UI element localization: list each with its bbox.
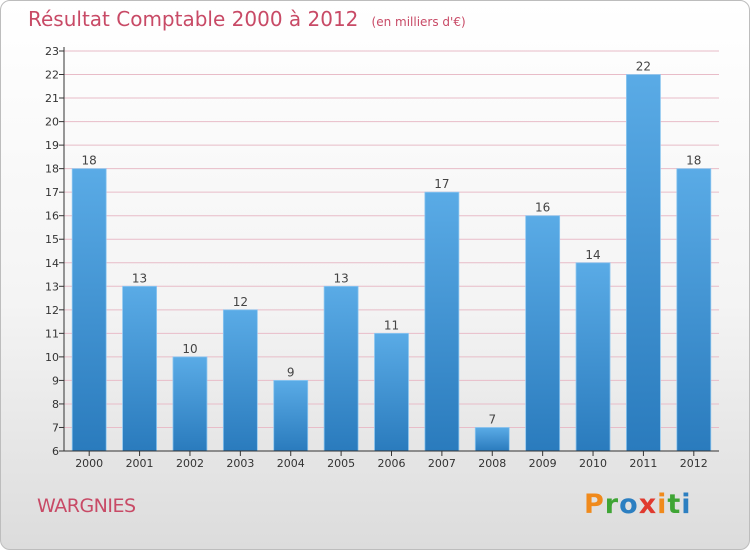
x-tick-label: 2005 [327,457,355,470]
proxiti-logo: Proxiti [584,489,692,520]
bar [626,74,661,452]
y-tick-label: 10 [45,351,59,364]
logo-letter: t [667,489,682,520]
x-tick-label: 2003 [226,457,254,470]
chart-title: Résultat Comptable 2000 à 2012 (en milli… [28,7,466,31]
bar [676,168,712,452]
data-label: 13 [333,271,348,285]
y-tick-label: 13 [45,280,59,293]
chart-subtitle: (en milliers d'€) [371,15,466,29]
data-label: 18 [686,154,701,168]
axes [59,47,719,456]
labels: 6 7 8 9 10 11 12 13 14 15 16 17 18 19 20 21 22 23 18 2000 13… [45,45,708,470]
place-name: WARGNIES [37,495,136,517]
data-label: 22 [636,60,651,74]
logo-letter: o [619,489,639,520]
bars [71,74,712,452]
y-tick-label: 15 [45,233,59,246]
y-tick-label: 18 [45,163,59,176]
y-tick-label: 11 [45,327,59,340]
bar [374,332,409,452]
y-tick-label: 8 [52,398,59,411]
logo-letter: x [638,489,658,520]
data-label: 13 [132,271,147,285]
y-tick-label: 6 [52,445,59,458]
data-label: 7 [488,412,496,426]
x-tick-label: 2004 [277,457,305,470]
x-tick-label: 2002 [176,457,204,470]
bar [323,285,359,452]
data-label: 18 [82,154,97,168]
data-label: 16 [535,201,550,215]
y-tick-label: 12 [45,304,59,317]
logo-letter: i [681,489,692,520]
data-label: 11 [384,318,399,332]
bar [273,380,309,452]
data-label: 10 [182,342,197,356]
y-tick-label: 7 [52,421,59,434]
bar [122,285,157,452]
chart-title-main: Résultat Comptable 2000 à 2012 [28,7,359,31]
y-tick-label: 17 [45,186,59,199]
bar [474,427,510,452]
y-tick-label: 22 [45,69,59,82]
x-tick-label: 2012 [680,457,708,470]
logo-letter: i [657,489,668,520]
x-tick-label: 2008 [478,457,506,470]
x-tick-label: 2009 [529,457,557,470]
x-tick-label: 2000 [75,457,103,470]
bar [71,168,107,452]
y-tick-label: 9 [52,374,59,387]
y-tick-label: 16 [45,210,59,223]
bar [575,262,611,452]
bar [424,191,460,452]
data-label: 14 [585,248,600,262]
logo-letter: P [584,489,605,520]
x-tick-label: 2007 [428,457,456,470]
x-tick-label: 2010 [579,457,607,470]
y-tick-label: 21 [45,92,59,105]
y-tick-label: 23 [45,45,59,58]
bar [222,309,258,452]
data-label: 9 [287,365,295,379]
logo-letter: r [604,489,620,520]
x-tick-label: 2011 [629,457,657,470]
bar [525,215,561,452]
x-tick-label: 2006 [378,457,406,470]
bar [172,356,208,452]
x-tick-label: 2001 [126,457,154,470]
y-tick-label: 20 [45,116,59,129]
y-tick-label: 19 [45,139,59,152]
y-tick-label: 14 [45,257,59,270]
data-label: 17 [434,177,449,191]
bar-chart: 6 7 8 9 10 11 12 13 14 15 16 17 18 19 20 21 22 23 18 2000 13… [45,45,719,470]
data-label: 12 [233,295,248,309]
